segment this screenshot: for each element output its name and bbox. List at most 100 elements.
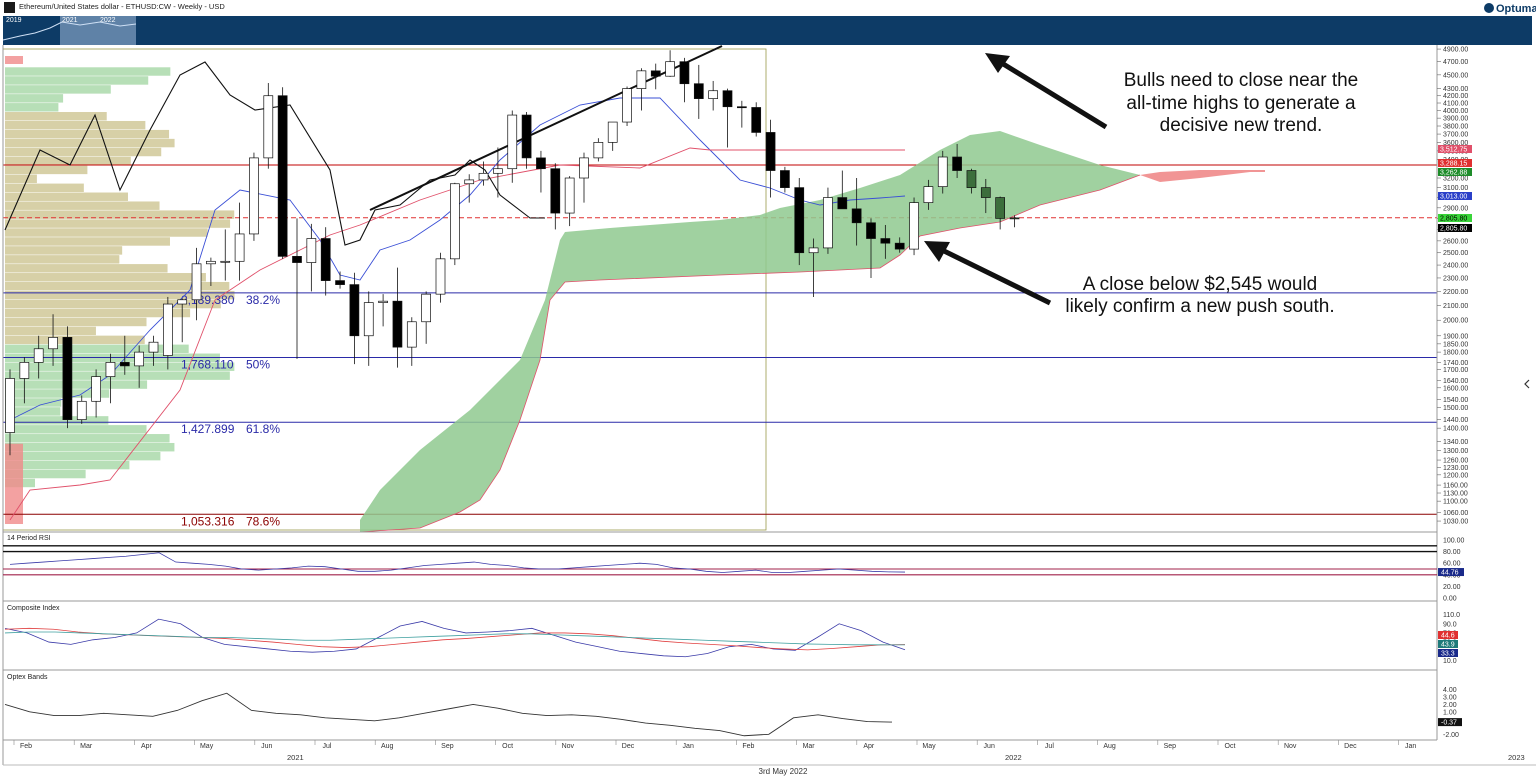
candle-body[interactable] xyxy=(794,187,805,254)
candle-body[interactable] xyxy=(665,61,675,77)
volume-profile-bar xyxy=(5,469,86,479)
x-tick-label: Mar xyxy=(80,743,93,750)
candle-body[interactable] xyxy=(91,376,101,402)
candle-body[interactable] xyxy=(708,90,719,99)
navigator-window[interactable] xyxy=(60,16,136,45)
navigator-bar[interactable] xyxy=(3,16,1532,45)
candle-body[interactable] xyxy=(220,260,231,263)
price-panel[interactable]: 2,189.380 38.2% 1,768.110 50% 1,427.899 61.8%… xyxy=(2,45,1437,533)
candle-body[interactable] xyxy=(48,337,58,350)
candle-body[interactable] xyxy=(837,197,848,210)
candle-body[interactable] xyxy=(507,114,518,170)
candle-body[interactable] xyxy=(191,263,202,301)
candle-body[interactable] xyxy=(163,303,173,356)
candle-body[interactable] xyxy=(808,247,819,254)
candle-body[interactable] xyxy=(421,293,431,323)
candle-body[interactable] xyxy=(277,95,288,257)
candle-body[interactable] xyxy=(33,348,44,363)
candle-body[interactable] xyxy=(736,106,747,109)
candle-body[interactable] xyxy=(177,299,188,305)
candle-body[interactable] xyxy=(478,172,489,181)
arrow-top-shaft xyxy=(998,59,1108,130)
collapse-panel-icon[interactable] xyxy=(1524,379,1530,389)
candle-body[interactable] xyxy=(636,70,647,89)
candle-body[interactable] xyxy=(765,132,776,171)
rsi-tick-label: 0.00 xyxy=(1443,596,1457,603)
note-bottom-line-2: likely confirm a new push south. xyxy=(1065,296,1334,317)
candle-body[interactable] xyxy=(349,284,360,337)
candle-body[interactable] xyxy=(722,90,733,108)
x-tick-label: Jan xyxy=(683,743,694,750)
candle-body[interactable] xyxy=(363,302,374,337)
candle-body[interactable] xyxy=(909,202,919,250)
header-bar xyxy=(0,0,1536,16)
candle-body[interactable] xyxy=(866,222,876,239)
candle-body[interactable] xyxy=(406,321,417,348)
candle-body[interactable] xyxy=(780,170,790,188)
composite-line xyxy=(4,618,906,658)
candle-body[interactable] xyxy=(306,238,317,263)
candle-body[interactable] xyxy=(579,157,589,179)
candle-body[interactable] xyxy=(751,107,762,133)
candle-body[interactable] xyxy=(464,179,475,185)
candle-body[interactable] xyxy=(320,238,331,281)
candle-body[interactable] xyxy=(679,61,690,85)
candle-body[interactable] xyxy=(550,168,561,214)
fib-value-label: 1,427.899 xyxy=(181,422,235,436)
candle-body[interactable] xyxy=(880,238,891,244)
candle-body[interactable] xyxy=(378,300,388,303)
candle-body[interactable] xyxy=(435,258,446,295)
candle-body[interactable] xyxy=(607,121,618,143)
composite-panel[interactable]: 110.090.070.050.030.010.044.643.933.3 xyxy=(4,612,1460,665)
candle-body[interactable] xyxy=(923,186,934,203)
candle-body[interactable] xyxy=(249,157,259,235)
candle-body[interactable] xyxy=(536,157,546,170)
volume-profile-bar xyxy=(5,138,175,148)
candle-body[interactable] xyxy=(5,378,15,433)
optex-panel[interactable]: 4.003.002.001.00 -2.00 -0.37 xyxy=(4,687,1462,739)
candle-body[interactable] xyxy=(335,280,345,285)
candle-body[interactable] xyxy=(19,362,30,379)
title-icon xyxy=(4,2,15,13)
candle-body[interactable] xyxy=(148,341,159,353)
candle-body[interactable] xyxy=(966,170,977,188)
candle-body[interactable] xyxy=(564,177,575,214)
candle-body[interactable] xyxy=(980,187,991,198)
candle-body[interactable] xyxy=(292,256,302,263)
candle-body[interactable] xyxy=(119,362,130,367)
candle-body[interactable] xyxy=(234,233,245,262)
note-top-line-2: all-time highs to generate a xyxy=(1126,93,1356,114)
optex-tick-label: 3.00 xyxy=(1443,694,1457,701)
candle-body[interactable] xyxy=(105,362,116,377)
x-tick-label: Oct xyxy=(502,743,513,750)
x-tick-label: Jun xyxy=(984,743,995,750)
volume-profile-bar xyxy=(5,451,161,461)
candle-body[interactable] xyxy=(450,183,460,260)
candle-body[interactable] xyxy=(693,83,704,99)
candle-body[interactable] xyxy=(263,95,274,159)
candle-body[interactable] xyxy=(952,156,962,171)
candle-body[interactable] xyxy=(894,242,905,250)
price-tick-label: 1340.00 xyxy=(1443,439,1468,446)
candle-body[interactable] xyxy=(823,197,833,249)
candle-body[interactable] xyxy=(650,70,661,77)
candle-body[interactable] xyxy=(593,142,604,159)
candle-body[interactable] xyxy=(76,400,87,421)
price-tick-label: 3700.00 xyxy=(1443,132,1468,139)
candle-body[interactable] xyxy=(493,168,503,174)
candle-body[interactable] xyxy=(851,208,862,224)
price-tick-label: 1030.00 xyxy=(1443,519,1468,526)
candle-body[interactable] xyxy=(206,260,216,265)
candle-body[interactable] xyxy=(62,337,73,421)
candle-body[interactable] xyxy=(937,156,948,187)
candle-body[interactable] xyxy=(1009,217,1020,220)
candle-body[interactable] xyxy=(134,351,144,367)
price-tick-label: 1130.00 xyxy=(1443,491,1468,498)
candle-body[interactable] xyxy=(521,114,532,159)
candle-body[interactable] xyxy=(995,197,1006,219)
candle-body[interactable] xyxy=(622,88,632,123)
candle-body[interactable] xyxy=(392,300,403,348)
note-top-line-3: decisive new trend. xyxy=(1160,115,1323,136)
